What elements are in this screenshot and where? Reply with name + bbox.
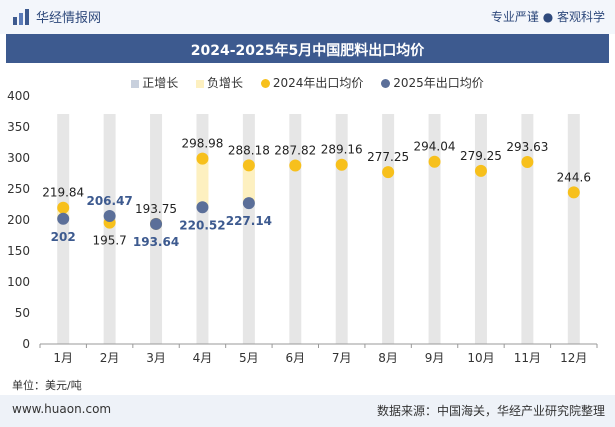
point-2025-5 bbox=[242, 197, 255, 210]
category-column-2 bbox=[103, 114, 116, 344]
label-2024-3: 193.75 bbox=[135, 202, 177, 216]
brand-name: 华经情报网 bbox=[36, 11, 102, 26]
x-tick-label: 1月 bbox=[53, 351, 73, 365]
point-2024-5 bbox=[242, 159, 255, 172]
x-tick-label: 10月 bbox=[467, 351, 494, 365]
legend-2024: 2024年出口均价 bbox=[260, 74, 364, 91]
top-bar: 华经情报网 专业严谨 ● 客观科学 bbox=[0, 0, 615, 34]
x-tick-label: 6月 bbox=[285, 351, 305, 365]
y-tick-label: 400 bbox=[7, 89, 30, 103]
category-column-12 bbox=[567, 114, 580, 344]
point-2025-1 bbox=[57, 212, 70, 225]
title-bar: 2024-2025年5月中国肥料出口均价 bbox=[6, 34, 609, 63]
footer-bar: www.huaon.com 数据来源：中国海关，华经产业研究院整理 bbox=[0, 395, 615, 427]
label-2024-4: 298.98 bbox=[181, 137, 223, 151]
x-tick-label: 5月 bbox=[239, 351, 259, 365]
point-2024-11 bbox=[521, 155, 534, 168]
category-column-8 bbox=[382, 114, 395, 344]
y-tick-label: 300 bbox=[7, 151, 30, 165]
category-column-7 bbox=[335, 114, 348, 344]
negative-growth-band-5 bbox=[242, 165, 255, 204]
label-2024-10: 279.25 bbox=[460, 149, 502, 163]
point-2024-6 bbox=[289, 159, 302, 172]
y-tick-label: 50 bbox=[15, 306, 30, 320]
legend-label: 负增长 bbox=[207, 76, 244, 90]
label-2024-7: 289.16 bbox=[321, 143, 363, 157]
x-tick-label: 11月 bbox=[514, 351, 541, 365]
legend-label: 2025年出口均价 bbox=[393, 76, 484, 90]
legend-2025: 2025年出口均价 bbox=[381, 74, 484, 91]
y-tick-label: 0 bbox=[22, 337, 30, 351]
site-url: www.huaon.com bbox=[12, 402, 112, 416]
category-column-1 bbox=[57, 114, 70, 344]
label-2024-1: 219.84 bbox=[42, 186, 84, 200]
label-2025-3: 193.64 bbox=[133, 235, 179, 249]
point-2024-4 bbox=[196, 152, 209, 165]
point-2025-4 bbox=[196, 201, 209, 214]
point-2024-10 bbox=[474, 164, 487, 177]
y-tick-label: 350 bbox=[7, 120, 30, 134]
label-2024-6: 287.82 bbox=[274, 144, 316, 158]
data-source: 数据来源：中国海关，华经产业研究院整理 bbox=[376, 404, 605, 418]
point-2024-9 bbox=[428, 155, 441, 168]
x-tick-label: 12月 bbox=[560, 351, 587, 365]
y-tick-label: 250 bbox=[7, 182, 30, 196]
label-2025-5: 227.14 bbox=[226, 214, 272, 228]
legend-swatch bbox=[196, 79, 205, 88]
legend-label: 2024年出口均价 bbox=[272, 76, 364, 90]
legend-positive: 正增长 bbox=[131, 74, 178, 91]
y-tick-label: 100 bbox=[7, 275, 30, 289]
chart-legend: 正增长 负增长 2024年出口均价 2025年出口均价 bbox=[0, 74, 615, 91]
category-column-9 bbox=[428, 114, 441, 344]
legend-swatch bbox=[381, 79, 391, 88]
point-2024-8 bbox=[382, 166, 395, 179]
category-column-6 bbox=[289, 114, 302, 344]
label-2024-2: 195.7 bbox=[92, 234, 126, 248]
point-2024-1 bbox=[57, 201, 70, 214]
label-2024-12: 244.6 bbox=[557, 170, 591, 184]
legend-swatch bbox=[131, 79, 140, 88]
tagline: 专业严谨 ● 客观科学 bbox=[490, 10, 605, 24]
x-tick-label: 4月 bbox=[193, 351, 213, 365]
legend-negative: 负增长 bbox=[196, 74, 243, 91]
label-2024-5: 288.18 bbox=[228, 143, 270, 157]
label-2024-11: 293.63 bbox=[506, 140, 548, 154]
legend-swatch bbox=[260, 79, 270, 88]
label-2025-2: 206.47 bbox=[86, 194, 132, 208]
point-2025-3 bbox=[150, 217, 163, 230]
x-tick-label: 3月 bbox=[146, 351, 166, 365]
point-2025-2 bbox=[103, 209, 116, 222]
label-2024-9: 294.04 bbox=[414, 140, 456, 154]
point-2024-12 bbox=[567, 186, 580, 199]
point-2024-7 bbox=[335, 158, 348, 171]
negative-growth-band-4 bbox=[196, 158, 209, 208]
y-tick-label: 150 bbox=[7, 244, 30, 258]
label-2025-1: 202 bbox=[51, 230, 76, 244]
unit-label: 单位：美元/吨 bbox=[12, 379, 82, 392]
x-tick-label: 9月 bbox=[425, 351, 445, 365]
y-tick-label: 200 bbox=[7, 213, 30, 227]
x-tick-label: 8月 bbox=[378, 351, 398, 365]
label-2025-4: 220.52 bbox=[179, 218, 225, 232]
x-tick-label: 2月 bbox=[100, 351, 120, 365]
legend-label: 正增长 bbox=[142, 76, 179, 90]
chart-title: 2024-2025年5月中国肥料出口均价 bbox=[190, 43, 425, 59]
x-tick-label: 7月 bbox=[332, 351, 352, 365]
label-2024-8: 277.25 bbox=[367, 150, 409, 164]
huajing-logo-icon bbox=[13, 9, 29, 25]
price-chart: 0 50 100 150 200 250 300 350 400 1月 2月 3月 4月 5月 6月 7月 8月… bbox=[7, 89, 598, 365]
category-column-11 bbox=[521, 114, 534, 344]
